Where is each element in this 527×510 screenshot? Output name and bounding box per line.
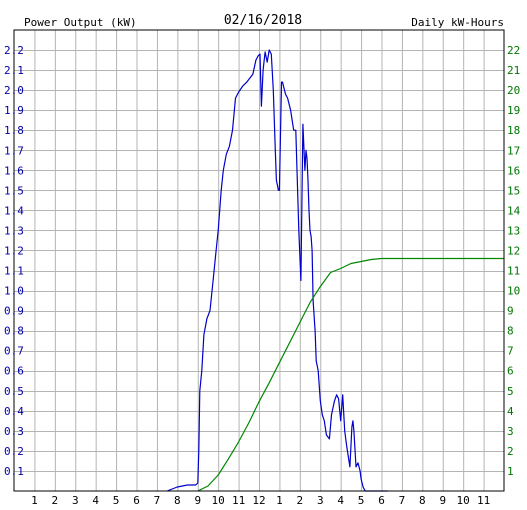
x-tick-label: 5	[113, 494, 120, 507]
right-tick-label: 8	[507, 325, 514, 338]
left-tick-label: 1.3	[4, 224, 24, 237]
x-tick-label: 4	[92, 494, 99, 507]
chart-date-title: 02/16/2018	[224, 13, 302, 28]
right-tick-label: 16	[507, 164, 520, 177]
right-tick-label: 18	[507, 124, 520, 137]
x-tick-label: 7	[154, 494, 161, 507]
right-tick-label: 6	[507, 365, 514, 378]
x-tick-label: 2	[297, 494, 304, 507]
left-tick-label: 2.0	[4, 84, 24, 97]
x-tick-label: 2	[52, 494, 59, 507]
x-tick-label: 8	[174, 494, 181, 507]
left-tick-label: 0.3	[4, 425, 24, 438]
x-tick-label: 4	[337, 494, 344, 507]
daily-kwh-line	[197, 257, 504, 492]
left-axis-title: Power Output (kW)	[24, 16, 137, 29]
left-tick-label: 1.8	[4, 124, 24, 137]
right-tick-label: 3	[507, 425, 514, 438]
left-tick-label: 1.4	[4, 204, 24, 217]
left-tick-label: 0.2	[4, 445, 24, 458]
right-tick-label: 9	[507, 305, 514, 318]
right-tick-label: 15	[507, 184, 520, 197]
left-tick-label: 2.2	[4, 44, 24, 57]
x-tick-label: 9	[194, 494, 201, 507]
right-tick-label: 10	[507, 285, 520, 298]
x-tick-label: 3	[317, 494, 324, 507]
left-tick-label: 1.1	[4, 265, 24, 278]
left-tick-label: 0.8	[4, 325, 24, 338]
right-tick-label: 5	[507, 385, 514, 398]
right-tick-label: 19	[507, 104, 520, 117]
left-tick-label: 1.5	[4, 184, 24, 197]
series-layer	[166, 49, 504, 492]
left-tick-label: 1.0	[4, 285, 24, 298]
left-tick-label: 1.2	[4, 244, 24, 257]
x-tick-label: 10	[212, 494, 225, 507]
left-tick-label: 0.1	[4, 465, 24, 478]
left-tick-label: 0.4	[4, 405, 24, 418]
grid	[14, 30, 504, 491]
right-tick-label: 13	[507, 224, 520, 237]
right-tick-label: 21	[507, 64, 520, 77]
right-tick-label: 7	[507, 345, 514, 358]
right-tick-label: 22	[507, 44, 520, 57]
right-tick-label: 20	[507, 84, 520, 97]
x-tick-label: 5	[358, 494, 365, 507]
power-output-line	[166, 49, 388, 492]
left-tick-label: 0.6	[4, 365, 24, 378]
x-tick-label: 6	[133, 494, 140, 507]
x-tick-label: 11	[232, 494, 245, 507]
left-tick-label: 1.9	[4, 104, 24, 117]
x-tick-label: 7	[399, 494, 406, 507]
left-tick-label: 0.7	[4, 345, 24, 358]
right-tick-label: 11	[507, 265, 520, 278]
left-tick-label: 1.6	[4, 164, 24, 177]
x-tick-label: 1	[31, 494, 38, 507]
x-tick-label: 9	[439, 494, 446, 507]
left-tick-label: 0.9	[4, 305, 24, 318]
plot-frame	[13, 29, 505, 492]
x-tick-label: 10	[457, 494, 470, 507]
left-tick-label: 0.5	[4, 385, 24, 398]
x-tick-label: 3	[72, 494, 79, 507]
right-tick-label: 4	[507, 405, 514, 418]
right-tick-label: 1	[507, 465, 514, 478]
right-tick-label: 17	[507, 144, 520, 157]
left-tick-label: 2.1	[4, 64, 24, 77]
right-tick-label: 2	[507, 445, 514, 458]
right-tick-label: 12	[507, 244, 520, 257]
right-axis-title: Daily kW-Hours	[411, 16, 504, 29]
x-tick-label: 6	[378, 494, 385, 507]
x-tick-label: 11	[477, 494, 490, 507]
x-tick-label: 1	[276, 494, 283, 507]
left-tick-label: 1.7	[4, 144, 24, 157]
x-tick-label: 12	[252, 494, 265, 507]
x-tick-label: 8	[419, 494, 426, 507]
right-tick-label: 14	[507, 204, 521, 217]
tick-labels: 1 2 3 4 5 6 7 8 9 10 11 12 1 2 3 4 5 6 7 8 9 10 110.10.20.30.4…	[4, 44, 521, 507]
